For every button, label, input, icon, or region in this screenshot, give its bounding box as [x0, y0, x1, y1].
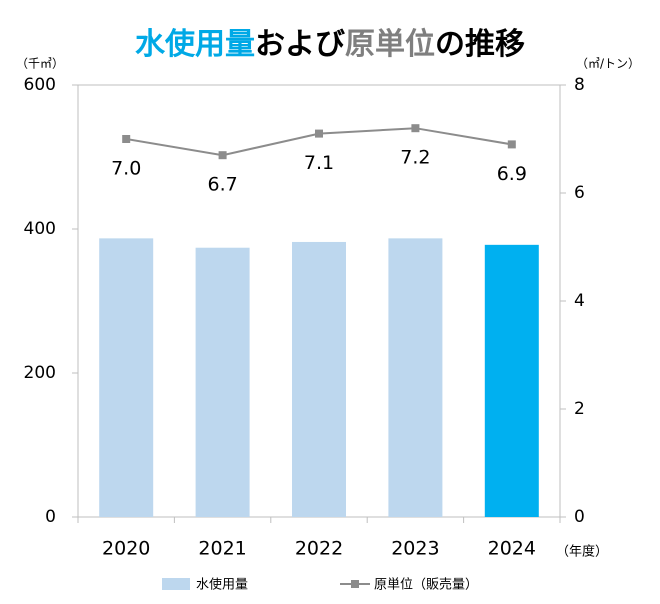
bar [484, 244, 539, 517]
legend-label: 原単位（販売量） [374, 577, 478, 593]
bar [195, 247, 250, 517]
x-tick-label: 2022 [295, 538, 343, 560]
legend-label: 水使用量 [196, 577, 248, 593]
y2-tick-label: 4 [574, 291, 585, 311]
x-tick-label: 2020 [102, 538, 150, 560]
x-tick-label: 2023 [391, 538, 439, 560]
title-part: および [255, 27, 345, 62]
bar [388, 238, 443, 518]
x-axis-label: （年度） [556, 544, 608, 560]
line-marker [315, 129, 323, 138]
y2-tick-label: 8 [574, 75, 585, 95]
line-marker [507, 140, 516, 149]
data-label: 7.1 [304, 152, 334, 174]
y2-axis-label: （㎥/トン） [576, 57, 640, 71]
y-tick-label: 600 [24, 75, 56, 95]
title-part: の推移 [435, 27, 525, 62]
y2-tick-label: 6 [574, 183, 585, 203]
y-tick-label: 0 [45, 507, 56, 527]
bar [99, 238, 154, 518]
y2-tick-label: 0 [574, 507, 585, 527]
y-tick-label: 200 [24, 363, 56, 383]
y-tick-label: 400 [24, 219, 56, 239]
legend-marker [351, 580, 359, 588]
data-label: 7.2 [400, 147, 430, 169]
y2-tick-label: 2 [574, 399, 585, 419]
data-label: 6.9 [497, 163, 527, 185]
x-tick-label: 2021 [198, 538, 246, 560]
line-marker [122, 135, 131, 143]
bar [292, 241, 346, 517]
line-marker [218, 151, 227, 160]
data-label: 6.7 [207, 174, 237, 196]
data-label: 7.0 [111, 158, 141, 180]
title-part: 水使用量 [135, 27, 255, 62]
title-part: 原単位 [345, 27, 435, 62]
chart-title: 水使用量および原単位の推移 [135, 27, 525, 62]
line-marker [411, 124, 420, 133]
legend-swatch [162, 578, 190, 590]
x-tick-label: 2024 [488, 538, 536, 560]
y-axis-label: （千㎥） [16, 57, 64, 71]
